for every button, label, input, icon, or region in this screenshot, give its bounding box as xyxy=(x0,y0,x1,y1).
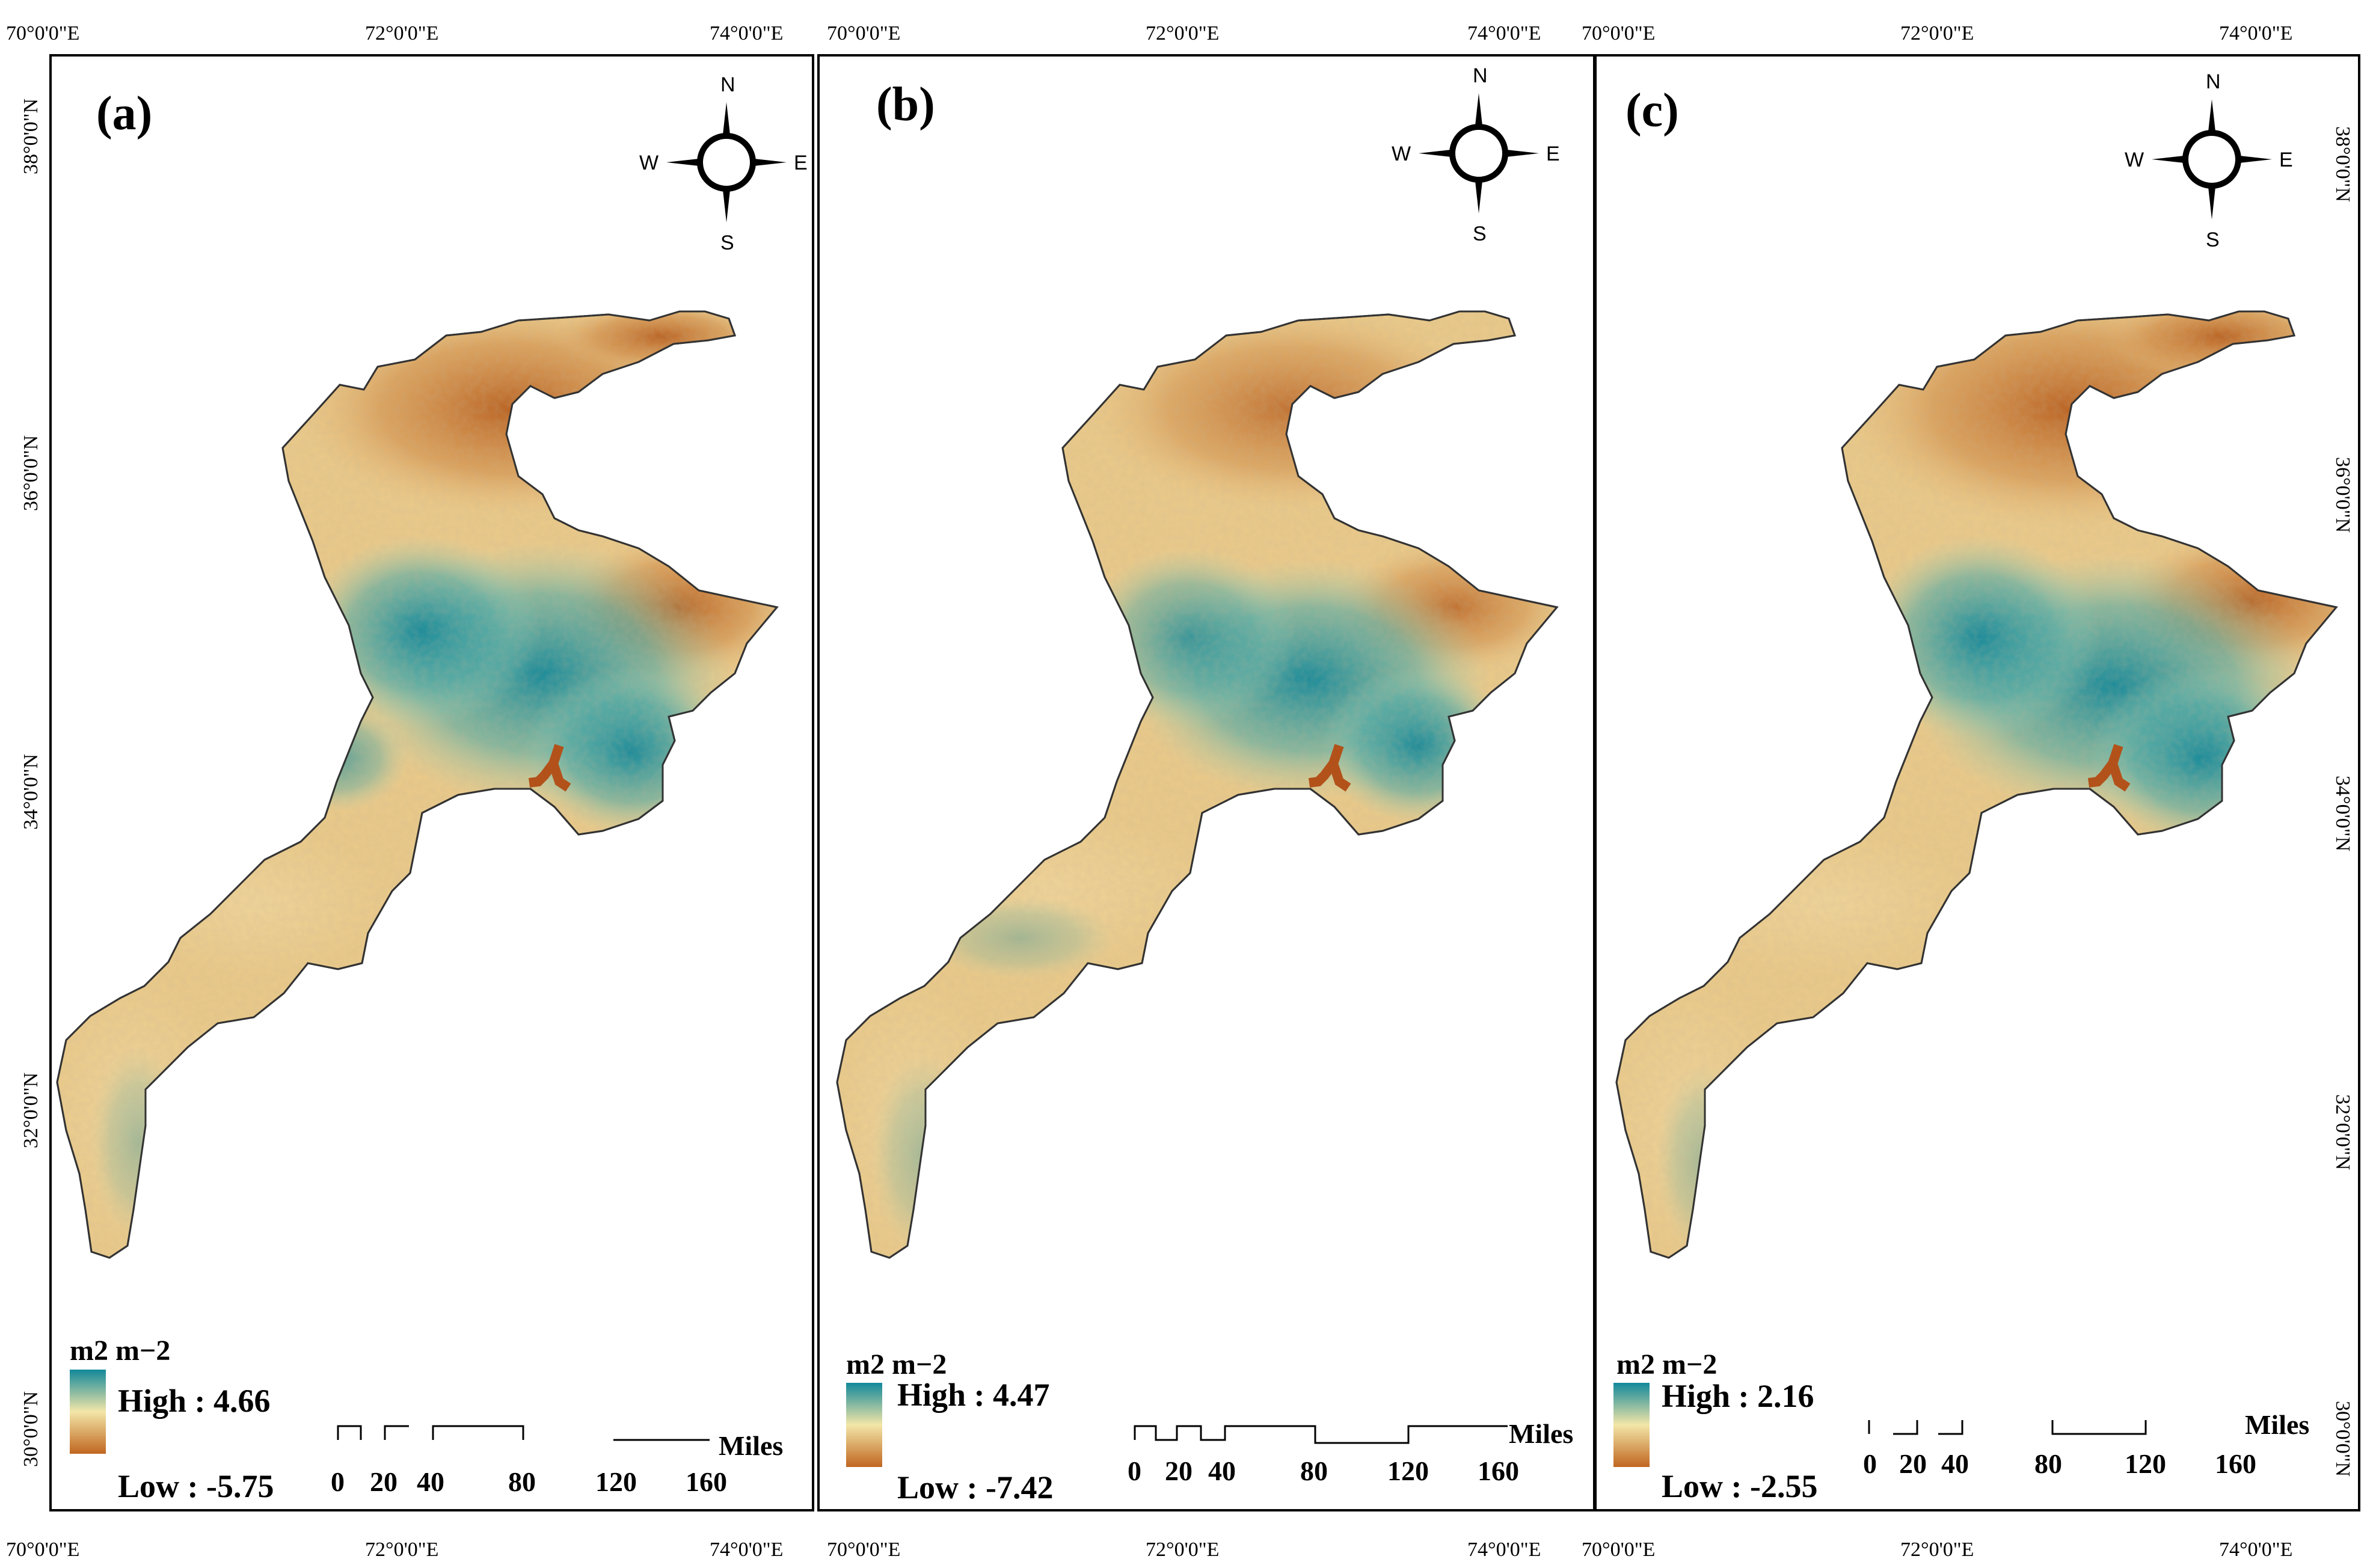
panel-label: (c) xyxy=(1625,84,1679,137)
left-latitude-labels: 38°0'0"N 36°0'0"N 34°0'0"N 32°0'0"N 30°0… xyxy=(20,99,42,1467)
svg-text:70°0'0"E: 70°0'0"E xyxy=(6,1539,79,1561)
svg-text:70°0'0"E: 70°0'0"E xyxy=(827,1539,900,1561)
svg-text:N: N xyxy=(2206,70,2221,93)
svg-text:36°0'0"N: 36°0'0"N xyxy=(20,435,42,511)
svg-text:72°0'0"E: 72°0'0"E xyxy=(1900,22,1974,44)
svg-text:Miles: Miles xyxy=(1509,1418,1573,1449)
legend-unit: m2 m−2 xyxy=(70,1335,170,1367)
svg-text:70°0'0"E: 70°0'0"E xyxy=(1582,22,1655,44)
svg-text:160: 160 xyxy=(686,1466,727,1497)
svg-text:E: E xyxy=(794,152,808,174)
svg-text:72°0'0"E: 72°0'0"E xyxy=(1146,22,1219,44)
top-longitude-labels: 70°0'0"E 72°0'0"E 74°0'0"E 70°0'0"E 72°0… xyxy=(6,22,2292,44)
legend-high: High : 4.47 xyxy=(897,1377,1050,1413)
svg-text:120: 120 xyxy=(1387,1456,1429,1486)
svg-text:72°0'0"E: 72°0'0"E xyxy=(1900,1539,1974,1561)
svg-text:74°0'0"E: 74°0'0"E xyxy=(710,22,783,44)
svg-text:32°0'0"N: 32°0'0"N xyxy=(20,1073,42,1148)
svg-text:74°0'0"E: 74°0'0"E xyxy=(2219,1539,2292,1561)
panel-label: (b) xyxy=(876,78,935,131)
svg-text:S: S xyxy=(720,231,734,254)
svg-text:20: 20 xyxy=(1165,1456,1193,1486)
svg-text:74°0'0"E: 74°0'0"E xyxy=(710,1539,783,1561)
svg-text:20: 20 xyxy=(370,1466,398,1497)
svg-text:40: 40 xyxy=(1941,1448,1969,1479)
svg-text:W: W xyxy=(639,152,658,174)
svg-text:120: 120 xyxy=(595,1466,637,1497)
svg-text:0: 0 xyxy=(1863,1448,1877,1479)
compass-rose-icon: N S E W xyxy=(2125,70,2293,251)
compass-rose-icon: N S E W xyxy=(1392,64,1560,245)
svg-text:40: 40 xyxy=(417,1466,444,1497)
right-latitude-labels: 38°0'0"N 36°0'0"N 34°0'0"N 32°0'0"N 30°0… xyxy=(2332,126,2354,1477)
svg-text:74°0'0"E: 74°0'0"E xyxy=(1467,1539,1541,1561)
scale-bar: 0 20 40 80 120 160 Miles xyxy=(1863,1409,2309,1479)
svg-text:0: 0 xyxy=(331,1466,345,1497)
bottom-longitude-labels: 70°0'0"E 72°0'0"E 74°0'0"E 70°0'0"E 72°0… xyxy=(6,1539,2292,1561)
panel-a: (a) N S E W m2 m−2 High : 4.66 Low : -5.… xyxy=(49,54,814,1511)
svg-text:70°0'0"E: 70°0'0"E xyxy=(827,22,900,44)
svg-text:34°0'0"N: 34°0'0"N xyxy=(2332,776,2354,851)
svg-text:70°0'0"E: 70°0'0"E xyxy=(1582,1539,1655,1561)
scale-bar: 0 20 40 80 120 160 Miles xyxy=(331,1425,783,1497)
panel-b: (b) N S E W m2 m−2 High : 4.47 Low : -7.… xyxy=(817,54,1595,1511)
legend-color-ramp xyxy=(1613,1383,1650,1467)
svg-text:38°0'0"N: 38°0'0"N xyxy=(20,99,42,174)
svg-text:40: 40 xyxy=(1208,1456,1236,1486)
panel-label: (a) xyxy=(96,87,152,140)
legend-low: Low : -2.55 xyxy=(1662,1468,1817,1504)
svg-text:Miles: Miles xyxy=(2245,1409,2309,1440)
svg-text:30°0'0"N: 30°0'0"N xyxy=(20,1391,42,1467)
legend-color-ramp xyxy=(70,1370,106,1454)
legend-high: High : 2.16 xyxy=(1662,1378,1814,1414)
svg-text:S: S xyxy=(1473,222,1487,245)
compass-rose-icon: N S E W xyxy=(639,73,808,254)
svg-text:N: N xyxy=(1473,64,1488,87)
svg-text:160: 160 xyxy=(1478,1456,1519,1486)
panel-c: (c) N S E W m2 m−2 High : 2.16 Low : -2.… xyxy=(1594,54,2360,1511)
svg-text:74°0'0"E: 74°0'0"E xyxy=(1467,22,1541,44)
scale-bar: 0 20 40 80 120 160 Miles xyxy=(1128,1418,1573,1486)
svg-text:74°0'0"E: 74°0'0"E xyxy=(2219,22,2292,44)
legend-low: Low : -7.42 xyxy=(897,1469,1053,1505)
legend-low: Low : -5.75 xyxy=(118,1468,274,1504)
svg-text:20: 20 xyxy=(1899,1448,1927,1479)
svg-text:80: 80 xyxy=(508,1466,536,1497)
svg-text:72°0'0"E: 72°0'0"E xyxy=(365,22,438,44)
svg-text:70°0'0"E: 70°0'0"E xyxy=(6,22,79,44)
svg-text:W: W xyxy=(2125,149,2144,171)
svg-text:34°0'0"N: 34°0'0"N xyxy=(20,754,42,830)
svg-text:120: 120 xyxy=(2125,1448,2166,1479)
legend-unit: m2 m−2 xyxy=(846,1349,947,1380)
svg-text:N: N xyxy=(720,73,735,96)
svg-text:72°0'0"E: 72°0'0"E xyxy=(365,1539,438,1561)
svg-text:Miles: Miles xyxy=(719,1430,783,1461)
svg-text:E: E xyxy=(1546,142,1560,165)
svg-text:E: E xyxy=(2279,149,2293,171)
svg-text:80: 80 xyxy=(2034,1448,2062,1479)
svg-text:32°0'0"N: 32°0'0"N xyxy=(2332,1094,2354,1170)
legend-color-ramp xyxy=(846,1383,882,1467)
legend-high: High : 4.66 xyxy=(118,1383,271,1419)
svg-text:72°0'0"E: 72°0'0"E xyxy=(1146,1539,1219,1561)
svg-text:0: 0 xyxy=(1128,1456,1141,1486)
svg-text:38°0'0"N: 38°0'0"N xyxy=(2332,126,2354,202)
svg-text:S: S xyxy=(2206,228,2220,251)
svg-text:80: 80 xyxy=(1300,1456,1328,1486)
svg-text:160: 160 xyxy=(2215,1448,2256,1479)
svg-text:W: W xyxy=(1392,142,1411,165)
svg-text:30°0'0"N: 30°0'0"N xyxy=(2332,1401,2354,1477)
legend-unit: m2 m−2 xyxy=(1616,1349,1717,1380)
svg-text:36°0'0"N: 36°0'0"N xyxy=(2332,457,2354,533)
